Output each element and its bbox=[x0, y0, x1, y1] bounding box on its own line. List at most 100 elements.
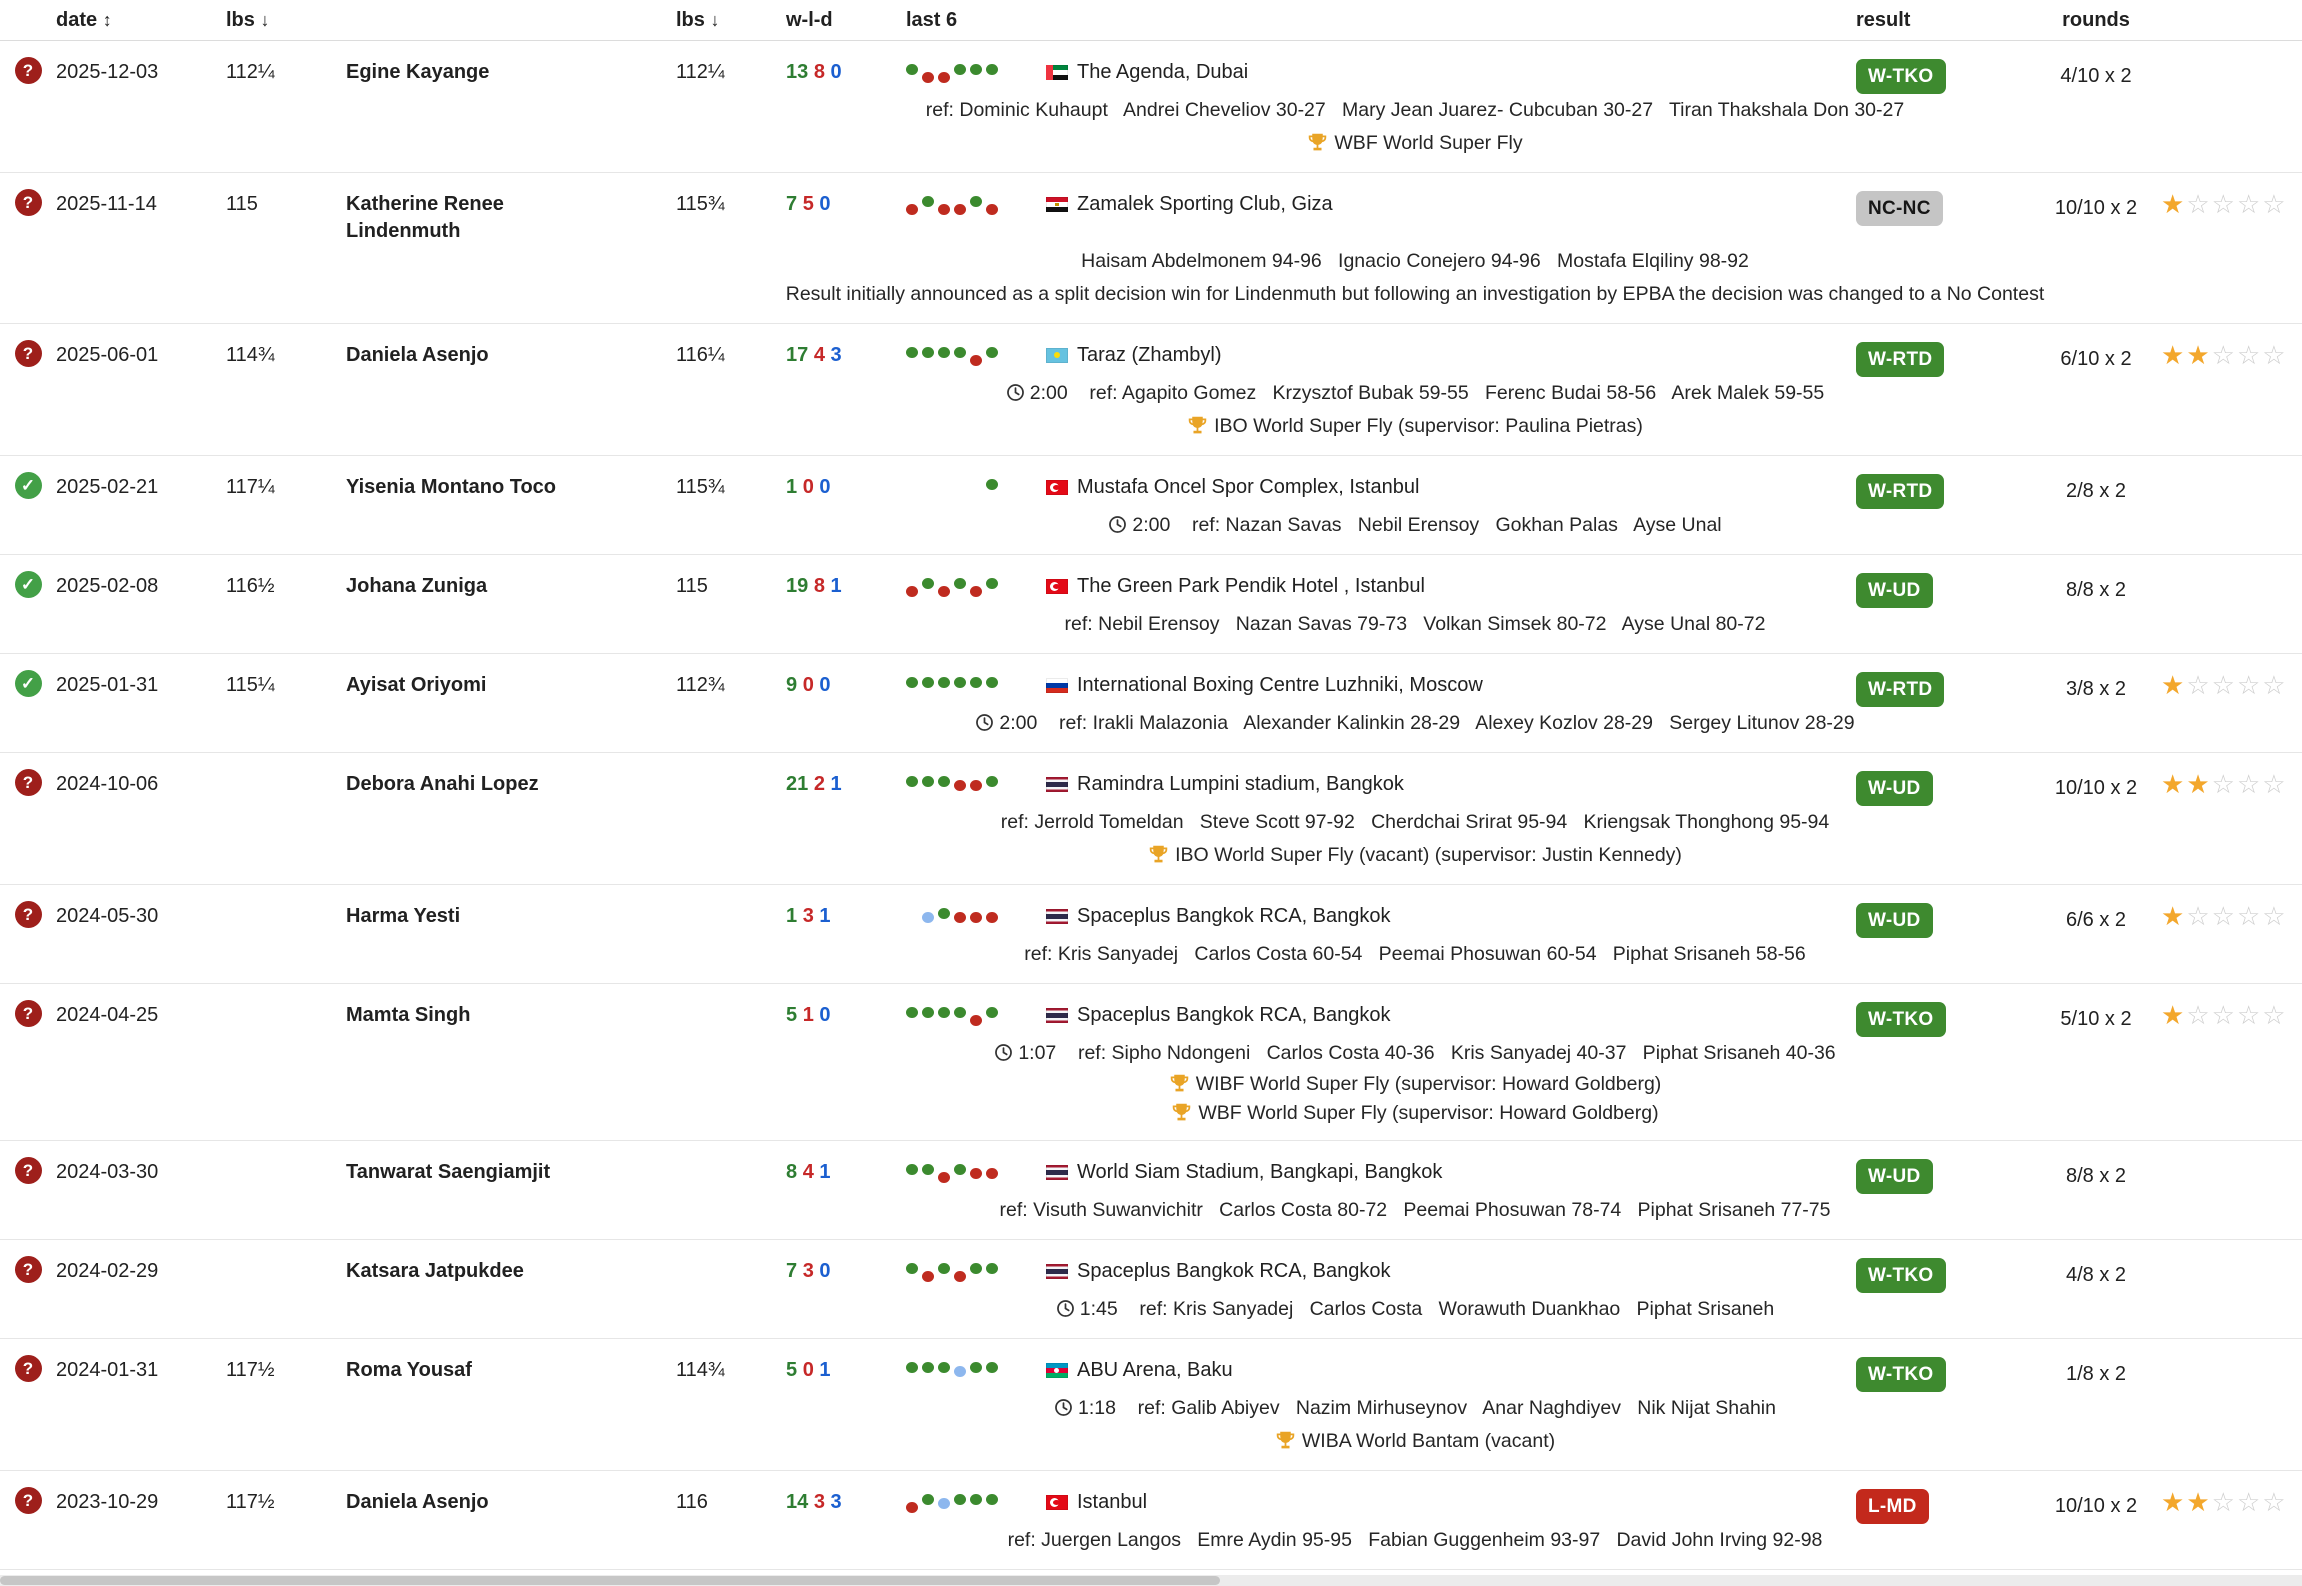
opponent-name-link[interactable]: Roma Yousaf bbox=[346, 1359, 472, 1381]
rounds-value: 6/10 x 2 bbox=[2060, 348, 2132, 370]
win-dot-icon bbox=[986, 479, 998, 490]
opponent-name-link[interactable]: Tanwarat Saengiamjit bbox=[346, 1161, 551, 1183]
record-draws: 3 bbox=[830, 344, 842, 366]
fight-row[interactable]: ? 2025-12-03 112¼ Egine Kayange 112¼ 13 … bbox=[0, 41, 2302, 173]
opponent-name-link[interactable]: Egine Kayange bbox=[346, 61, 490, 83]
star-empty-icon: ☆ bbox=[2211, 769, 2237, 799]
event-location-link[interactable]: Spaceplus Bangkok RCA, Bangkok bbox=[1046, 1256, 1856, 1285]
clock-icon bbox=[1054, 1397, 1078, 1419]
event-location-link[interactable]: World Siam Stadium, Bangkapi, Bangkok bbox=[1046, 1157, 1856, 1186]
fight-row[interactable]: ✓ 2025-01-31 115¼ Ayisat Oriyomi 112¾ 9 … bbox=[0, 654, 2302, 753]
location-text[interactable]: Ramindra Lumpini stadium, Bangkok bbox=[1077, 773, 1404, 795]
fight-row[interactable]: ? 2024-10-06 Debora Anahi Lopez 21 2 1 R… bbox=[0, 753, 2302, 885]
detail-text: ref: Irakli Malazonia Alexander Kalinkin… bbox=[1059, 712, 1855, 734]
flag-th-icon bbox=[1046, 777, 1068, 792]
event-location-link[interactable]: Istanbul bbox=[1046, 1487, 1856, 1516]
location-text[interactable]: World Siam Stadium, Bangkapi, Bangkok bbox=[1077, 1161, 1443, 1183]
opponent-name-link[interactable]: Daniela Asenjo bbox=[346, 1491, 489, 1513]
opponent-name-link[interactable]: Daniela Asenjo bbox=[346, 344, 489, 366]
unknown-question-icon[interactable]: ? bbox=[14, 1256, 42, 1283]
fighter-weight: 114¾ bbox=[226, 344, 275, 366]
record-losses: 4 bbox=[802, 1161, 814, 1183]
record-wins: 17 bbox=[786, 344, 809, 366]
opponent-name-link[interactable]: Katherine Renee Lindenmuth bbox=[346, 193, 504, 242]
record-wins: 19 bbox=[786, 575, 809, 597]
event-location-link[interactable]: Spaceplus Bangkok RCA, Bangkok bbox=[1046, 901, 1856, 930]
location-text[interactable]: Zamalek Sporting Club, Giza bbox=[1077, 193, 1333, 215]
opponent-record: 8 4 1 bbox=[786, 1157, 906, 1186]
header-lbs-opponent[interactable]: lbs ↓ bbox=[676, 8, 720, 31]
fight-row[interactable]: ? 2024-05-30 Harma Yesti 1 3 1 Spaceplus… bbox=[0, 885, 2302, 984]
unknown-question-icon[interactable]: ? bbox=[14, 57, 42, 84]
header-rounds: rounds bbox=[2062, 8, 2130, 31]
location-text[interactable]: Mustafa Oncel Spor Complex, Istanbul bbox=[1077, 476, 1420, 498]
fight-row[interactable]: ? 2023-10-29 117½ Daniela Asenjo 116 14 … bbox=[0, 1471, 2302, 1570]
opponent-name-link[interactable]: Johana Zuniga bbox=[346, 575, 488, 597]
event-location-link[interactable]: The Agenda, Dubai bbox=[1046, 57, 1856, 86]
record-draws: 1 bbox=[830, 773, 842, 795]
win-dot-icon bbox=[922, 1164, 934, 1175]
location-text[interactable]: Taraz (Zhambyl) bbox=[1077, 344, 1222, 366]
event-location-link[interactable]: Mustafa Oncel Spor Complex, Istanbul bbox=[1046, 472, 1856, 501]
unknown-question-icon[interactable]: ? bbox=[14, 1355, 42, 1382]
unknown-question-icon[interactable]: ? bbox=[14, 340, 42, 367]
unknown-question-icon[interactable]: ? bbox=[14, 1157, 42, 1184]
location-text[interactable]: ABU Arena, Baku bbox=[1077, 1359, 1233, 1381]
record-draws: 0 bbox=[819, 476, 831, 498]
event-location-link[interactable]: ABU Arena, Baku bbox=[1046, 1355, 1856, 1384]
fight-row[interactable]: ? 2024-01-31 117½ Roma Yousaf 114¾ 5 0 1… bbox=[0, 1339, 2302, 1471]
detail-text: ref: Nebil Erensoy Nazan Savas 79-73 Vol… bbox=[1064, 613, 1766, 635]
scrollbar-thumb[interactable] bbox=[0, 1576, 1220, 1585]
win-dot-icon bbox=[922, 776, 934, 787]
star-empty-icon: ☆ bbox=[2211, 1000, 2237, 1030]
verified-check-icon[interactable]: ✓ bbox=[14, 571, 42, 598]
opponent-name-link[interactable]: Mamta Singh bbox=[346, 1004, 471, 1026]
opponent-weight: 115 bbox=[676, 575, 708, 597]
star-filled-icon: ★ bbox=[2161, 769, 2187, 799]
fight-row[interactable]: ✓ 2025-02-21 117¼ Yisenia Montano Toco 1… bbox=[0, 456, 2302, 555]
event-location-link[interactable]: Taraz (Zhambyl) bbox=[1046, 340, 1856, 369]
unknown-question-icon[interactable]: ? bbox=[14, 901, 42, 928]
location-text[interactable]: Spaceplus Bangkok RCA, Bangkok bbox=[1077, 905, 1391, 927]
header-lbs-fighter[interactable]: lbs ↓ bbox=[226, 8, 270, 31]
location-text[interactable]: Spaceplus Bangkok RCA, Bangkok bbox=[1077, 1004, 1391, 1026]
win-dot-icon bbox=[986, 1362, 998, 1373]
opponent-name-link[interactable]: Debora Anahi Lopez bbox=[346, 773, 539, 795]
sort-down-icon[interactable]: ↓ bbox=[710, 9, 720, 30]
unknown-question-icon[interactable]: ? bbox=[14, 1487, 42, 1514]
opponent-name-link[interactable]: Harma Yesti bbox=[346, 905, 461, 927]
opponent-name-link[interactable]: Ayisat Oriyomi bbox=[346, 674, 487, 696]
fight-row[interactable]: ? 2024-02-29 Katsara Jatpukdee 7 3 0 Spa… bbox=[0, 1240, 2302, 1339]
sort-down-icon[interactable]: ↓ bbox=[260, 9, 270, 30]
verified-check-icon[interactable]: ✓ bbox=[14, 670, 42, 697]
verified-check-icon[interactable]: ✓ bbox=[14, 472, 42, 499]
location-text[interactable]: Spaceplus Bangkok RCA, Bangkok bbox=[1077, 1260, 1391, 1282]
opponent-name-link[interactable]: Yisenia Montano Toco bbox=[346, 476, 557, 498]
event-location-link[interactable]: Zamalek Sporting Club, Giza bbox=[1046, 189, 1856, 218]
unknown-question-icon[interactable]: ? bbox=[14, 1000, 42, 1027]
fight-row[interactable]: ? 2024-03-30 Tanwarat Saengiamjit 8 4 1 … bbox=[0, 1141, 2302, 1240]
header-date[interactable]: date ↕ bbox=[56, 8, 112, 31]
location-text[interactable]: The Agenda, Dubai bbox=[1077, 61, 1249, 83]
win-dot-icon bbox=[922, 677, 934, 688]
event-location-link[interactable]: International Boxing Centre Luzhniki, Mo… bbox=[1046, 670, 1856, 699]
fight-row[interactable]: ? 2025-06-01 114¾ Daniela Asenjo 116¼ 17… bbox=[0, 324, 2302, 456]
fight-row[interactable]: ? 2025-11-14 115 Katherine Renee Lindenm… bbox=[0, 173, 2302, 324]
unknown-question-icon[interactable]: ? bbox=[14, 769, 42, 796]
fight-details: 1:45 ref: Kris Sanyadej Carlos Costa Wor… bbox=[700, 1293, 2130, 1326]
rounds-value: 10/10 x 2 bbox=[2054, 197, 2138, 219]
location-text[interactable]: Istanbul bbox=[1077, 1491, 1148, 1513]
location-text[interactable]: International Boxing Centre Luzhniki, Mo… bbox=[1077, 674, 1483, 696]
event-location-link[interactable]: Ramindra Lumpini stadium, Bangkok bbox=[1046, 769, 1856, 798]
event-location-link[interactable]: Spaceplus Bangkok RCA, Bangkok bbox=[1046, 1000, 1856, 1029]
location-text[interactable]: The Green Park Pendik Hotel , Istanbul bbox=[1077, 575, 1425, 597]
opponent-name-link[interactable]: Katsara Jatpukdee bbox=[346, 1260, 524, 1282]
event-location-link[interactable]: The Green Park Pendik Hotel , Istanbul bbox=[1046, 571, 1856, 600]
sort-updown-icon[interactable]: ↕ bbox=[102, 9, 112, 30]
fight-row[interactable]: ? 2024-04-25 Mamta Singh 5 1 0 Spaceplus… bbox=[0, 984, 2302, 1141]
horizontal-scrollbar[interactable] bbox=[0, 1575, 2302, 1586]
round-time: 1:45 bbox=[1079, 1298, 1140, 1320]
unknown-question-icon[interactable]: ? bbox=[14, 189, 42, 216]
fight-row[interactable]: ✓ 2025-02-08 116½ Johana Zuniga 115 19 8… bbox=[0, 555, 2302, 654]
win-dot-icon bbox=[986, 347, 998, 358]
